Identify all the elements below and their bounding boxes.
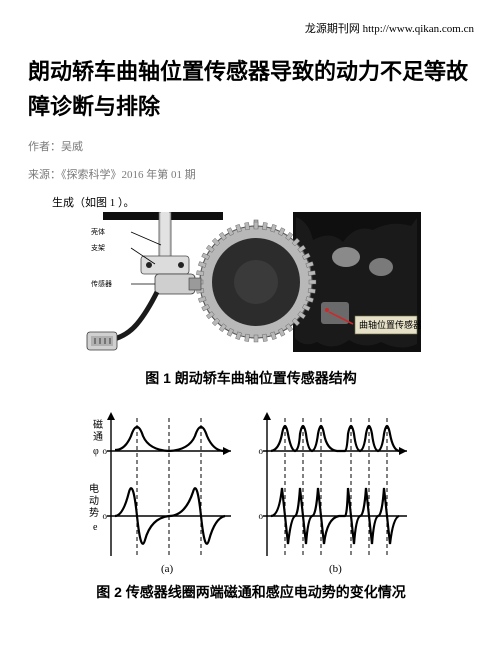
figure-1-caption: 图 1 朗动轿车曲轴位置传感器结构 [28, 368, 474, 388]
svg-text:e: e [93, 522, 98, 533]
svg-text:支架: 支架 [91, 243, 105, 252]
svg-text:(b): (b) [329, 563, 342, 575]
article-source: 来源：《探索科学》2016 年第 01 期 [28, 166, 474, 186]
header-site-link[interactable]: 龙源期刊网 http://www.qikan.com.cn [28, 20, 474, 36]
figure-2: o o (a) 磁 通 φ 电 动 势 e [28, 406, 474, 576]
svg-text:o: o [103, 446, 108, 456]
figure-2-caption: 图 2 传感器线圈两端磁通和感应电动势的变化情况 [28, 582, 474, 602]
figure-1: 壳体 支架 传感器 曲轴位置传感器 [28, 212, 474, 362]
svg-text:壳体: 壳体 [91, 227, 105, 236]
article-title: 朗动轿车曲轴位置传感器导致的动力不足等故障诊断与排除 [28, 54, 474, 124]
svg-text:φ: φ [93, 446, 99, 457]
article-author: 作者：吴威 [28, 138, 474, 158]
svg-text:势: 势 [89, 506, 99, 519]
svg-text:通: 通 [93, 431, 103, 443]
svg-text:电: 电 [89, 482, 99, 495]
svg-text:o: o [259, 511, 264, 521]
svg-text:o: o [103, 511, 108, 521]
svg-text:o: o [259, 446, 264, 456]
svg-text:磁: 磁 [93, 418, 103, 431]
cropped-text-fragment: 生成（如图 1 ）。 [52, 194, 474, 210]
svg-text:(a): (a) [161, 563, 174, 575]
figure-1-svg: 壳体 支架 传感器 曲轴位置传感器 [81, 212, 421, 362]
sensor-label-text: 曲轴位置传感器 [359, 319, 421, 330]
svg-text:动: 动 [89, 495, 99, 507]
figure-2-svg: o o (a) 磁 通 φ 电 动 势 e [81, 406, 421, 576]
svg-text:传感器: 传感器 [91, 279, 112, 288]
